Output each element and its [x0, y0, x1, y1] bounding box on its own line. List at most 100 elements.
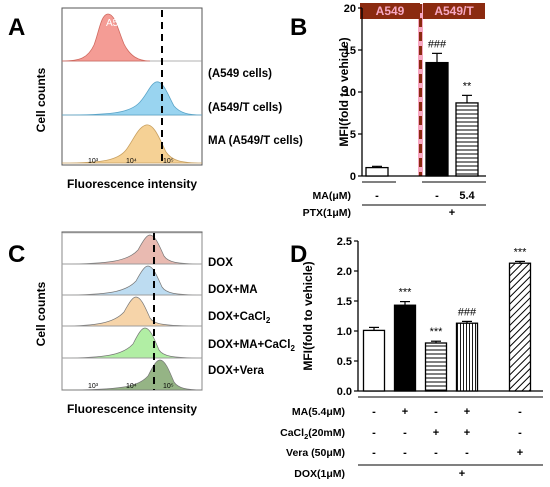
y-tick-label: 2.0 [337, 266, 352, 278]
condition-value: + [433, 427, 439, 439]
condition-value: - [375, 190, 379, 202]
legend-c-name: DOX+Vera [208, 365, 265, 377]
bar-0 [365, 166, 389, 177]
y-tick-label: 15 [344, 45, 356, 57]
xlabel-a: Fluorescence intensity [67, 177, 197, 191]
condition-label-2: Vera (50μM) [286, 447, 345, 459]
y-tick-label: 1.5 [337, 296, 352, 308]
bars-b: ### ** [365, 38, 479, 177]
bar-0 [362, 329, 386, 392]
ylabel-d: MFI(fold to vehicle) [301, 261, 315, 370]
condition-value: + [464, 406, 470, 418]
legend-a-2: MA (A549/T cells) [208, 135, 303, 147]
condition-label-1: CaCl2(20mM) [280, 427, 345, 441]
subscript: 2 [304, 432, 308, 441]
condition-value: + [517, 447, 523, 459]
bar-chart-b: A549 A549/T MFI(fold to vehicle) 0 5 10 15 2… [303, 3, 486, 219]
condition-value: - [434, 406, 438, 418]
xtick-a-2: 10⁵ [163, 158, 174, 165]
condition-value: - [372, 406, 376, 418]
significance-2: ** [463, 80, 472, 92]
significance-2: *** [430, 326, 444, 338]
group-label-a549t: A549/T [434, 4, 474, 18]
xtick-a-1: 10⁴ [126, 158, 137, 165]
bar-2 [424, 342, 448, 392]
y-tick-label: 0.5 [337, 356, 352, 368]
condition-label-0: MA(μM) [313, 190, 352, 202]
histogram-c-3 [61, 327, 203, 359]
condition-value: - [435, 190, 439, 202]
xlabel-c: Fluorescence intensity [67, 402, 197, 416]
legend-c-name: DOX [208, 257, 233, 269]
legend-c-0: DOX [208, 257, 233, 269]
condition-label-3: DOX(1μM) [294, 468, 345, 480]
condition-value: - [403, 427, 407, 439]
condition-label-0: MA(5.4μM) [292, 406, 345, 418]
bar-1 [425, 61, 449, 177]
condition-value: + [459, 468, 465, 480]
histograms-c [61, 232, 203, 391]
ylabel-a: Cell counts [34, 67, 48, 132]
condition-value: - [465, 447, 469, 459]
y-tick-label: 1.0 [337, 326, 352, 338]
group-bg-a549t [423, 3, 485, 19]
bar-chart-d: MFI(fold to vehicle) 0.00.51.01.52.02.5 … [280, 236, 543, 480]
legend-c-1: DOX+MA [208, 284, 258, 296]
condition-value: - [403, 447, 407, 459]
histogram-a: Cell counts A549 A549/T 10³ 10⁴ 10⁵ (A54… [34, 7, 303, 191]
condition-value: - [434, 447, 438, 459]
subscript: 2 [266, 316, 271, 325]
condition-table-b: MA(μM) - - 5.4 PTX(1μM) + [303, 181, 486, 219]
histogram-c-2 [61, 296, 203, 327]
panel-label-d: D [290, 241, 307, 268]
condition-name: DOX(1μM) [294, 468, 345, 480]
y-tick-label: 10 [344, 87, 356, 99]
condition-value: + [402, 406, 408, 418]
overlay-label-a549t: A549/T [157, 18, 189, 29]
significance-3: ### [458, 306, 477, 318]
bars-d: *** *** ### *** [362, 246, 532, 392]
condition-name: CaCl [280, 427, 304, 439]
histogram-a549 [61, 13, 151, 62]
subscript: 2 [290, 344, 295, 353]
condition-table-d: MA(5.4μM) - + - + -CaCl2(20mM) - - + + -Vera (50μM… [280, 396, 543, 480]
panel-label-b: B [290, 14, 307, 41]
significance-4: *** [514, 246, 528, 258]
y-tick-label: 2.5 [337, 236, 352, 248]
y-tick-label: 0 [350, 171, 356, 183]
legend-c-3: DOX+MA+CaCl2 [208, 339, 295, 353]
histogram-c-1 [61, 265, 203, 296]
panel-label-c: C [8, 241, 25, 268]
condition-value: - [518, 406, 522, 418]
xtick-c-2: 10⁵ [163, 383, 174, 390]
significance-1: *** [399, 287, 413, 299]
y-tick-label: 20 [344, 3, 356, 15]
legend-c-2: DOX+CaCl2 [208, 311, 271, 325]
histogram-c-4 [61, 359, 203, 391]
ylabel-c: Cell counts [34, 281, 48, 346]
xtick-c-1: 10⁴ [126, 383, 137, 390]
condition-name: Vera (50μM) [286, 447, 345, 459]
panel-label-a: A [8, 14, 25, 41]
histogram-c: Cell counts 10³ 10⁴ 10⁵ DOX DOX+MA DOX+CaC… [34, 231, 295, 416]
y-tick-label: 0.0 [337, 386, 352, 398]
group-bg-a549 [360, 3, 420, 19]
legend-a-1: (A549/T cells) [208, 102, 282, 114]
group-label-a549: A549 [376, 4, 405, 18]
legend-c-name: DOX+MA [208, 284, 258, 296]
xtick-a-0: 10³ [88, 158, 99, 165]
y-axis-d: 0.0 0.5 1.0 1.5 2.0 2.5 [337, 236, 543, 398]
condition-label-1: PTX(1μM) [303, 207, 351, 219]
condition-value: - [518, 427, 522, 439]
legend-c-name: DOX+CaCl [208, 311, 266, 323]
condition-name: MA(μM) [313, 190, 352, 202]
condition-value: + [464, 427, 470, 439]
ylabel-b: MFI(fold to vehicle) [337, 37, 351, 146]
legend-a-0: (A549 cells) [208, 68, 272, 80]
condition-name-tail: (20mM) [308, 427, 345, 439]
bar-4 [508, 262, 532, 392]
condition-value: - [372, 427, 376, 439]
bar-2 [455, 102, 479, 177]
